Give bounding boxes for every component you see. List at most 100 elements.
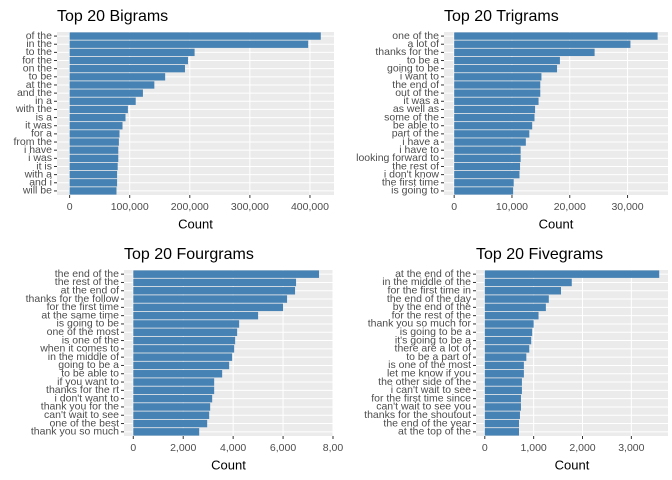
x-tick-label: 400,000	[291, 201, 329, 213]
bar	[69, 81, 155, 89]
y-tick-label: thank you so much	[31, 426, 119, 438]
chart-title: Top 20 Fivegrams	[476, 246, 603, 263]
y-tick-label: at the end of the	[395, 268, 471, 280]
y-tick-label: for the rest of the	[392, 309, 472, 321]
y-tick-label: it was	[25, 120, 52, 132]
y-tick-label: i was	[28, 152, 52, 164]
y-tick-label: a lot of	[407, 38, 439, 50]
bar	[69, 56, 188, 65]
bar	[454, 154, 521, 162]
y-tick-label: to be a	[407, 54, 439, 66]
y-tick-label: by the end of the	[393, 301, 471, 313]
y-tick-label: i can't wait to see	[391, 384, 471, 396]
bar	[454, 170, 520, 179]
bar	[454, 65, 558, 73]
y-tick-label: if you want to	[57, 376, 119, 388]
y-tick-label: is going to	[391, 185, 439, 197]
bar	[133, 336, 236, 345]
bar	[133, 320, 240, 328]
y-tick-label: is going to be	[57, 318, 120, 330]
y-tick-label: for the first time in	[388, 285, 472, 297]
x-tick-label: 2,000	[569, 442, 595, 454]
x-tick-label: 20,000	[554, 201, 586, 213]
bar	[484, 386, 522, 395]
bar	[484, 336, 532, 345]
panel-background	[57, 32, 334, 195]
x-tick-label: 300,000	[231, 201, 269, 213]
y-tick-label: is one of the	[62, 334, 119, 346]
bar	[133, 370, 223, 378]
bar	[69, 113, 126, 122]
bar	[69, 65, 185, 73]
y-tick-label: on the	[23, 62, 52, 74]
y-tick-label: the end of the day	[387, 293, 472, 305]
bar	[133, 419, 208, 428]
y-tick-label: thank you so much for	[368, 318, 472, 330]
bar	[484, 328, 533, 336]
bar	[454, 138, 526, 146]
x-tick-label: 0	[482, 442, 488, 454]
y-tick-label: going to be a	[58, 359, 119, 371]
bar	[484, 303, 546, 312]
y-tick-label: to be a part of	[406, 351, 471, 363]
bar	[69, 130, 120, 138]
bar	[454, 48, 595, 57]
y-tick-label: i have	[24, 144, 52, 156]
bar	[69, 105, 128, 114]
bar	[454, 89, 541, 97]
bar	[484, 311, 539, 320]
x-tick-label: 2,000	[170, 442, 196, 454]
x-axis-title: Count	[539, 216, 574, 231]
bar	[133, 303, 284, 312]
panel-background	[444, 32, 668, 195]
panel-background	[476, 270, 668, 436]
y-tick-label: one of the best	[50, 417, 120, 429]
y-tick-label: the rest of the	[55, 276, 119, 288]
bar	[454, 56, 560, 65]
bar	[69, 146, 119, 154]
bar	[133, 394, 213, 403]
x-tick-label: 0	[67, 201, 73, 213]
y-tick-label: the rest of	[392, 160, 439, 172]
y-tick-label: one of the	[392, 30, 439, 42]
y-tick-label: i don't know	[384, 168, 440, 180]
bar	[454, 113, 535, 122]
chart-title: Top 20 Bigrams	[57, 8, 168, 25]
y-tick-label: some of the	[384, 111, 439, 123]
bar	[454, 73, 542, 81]
y-tick-label: the end of the	[55, 268, 119, 280]
y-tick-label: from the	[13, 136, 52, 148]
bar	[133, 278, 297, 287]
x-tick-label: 200,000	[171, 201, 209, 213]
bar	[454, 105, 536, 114]
y-tick-label: be able to	[393, 120, 439, 132]
y-tick-label: in the middle of the	[382, 276, 471, 288]
y-tick-label: is one of the most	[388, 359, 471, 371]
y-tick-label: when it comes to	[39, 343, 119, 355]
y-tick-label: the end of	[392, 79, 439, 91]
bar	[133, 328, 238, 336]
bar	[133, 378, 215, 386]
y-tick-label: it's going to be a	[395, 334, 471, 346]
bar	[133, 411, 210, 419]
bar	[484, 353, 527, 361]
y-tick-label: at the same time	[41, 309, 119, 321]
x-axis-title: Count	[211, 457, 246, 472]
bar	[484, 361, 524, 370]
y-tick-label: in the middle of	[48, 351, 119, 363]
y-tick-label: in a	[35, 95, 52, 107]
y-tick-label: for the first time since	[371, 392, 471, 404]
bar	[484, 411, 520, 419]
y-tick-label: looking forward to	[356, 152, 439, 164]
y-tick-label: out of the	[395, 87, 439, 99]
bar	[484, 428, 519, 436]
y-tick-label: at the top of the	[398, 426, 471, 438]
y-tick-label: to the	[26, 46, 52, 58]
y-tick-label: the first time	[382, 177, 439, 189]
x-tick-label: 3,000	[618, 442, 644, 454]
y-tick-label: thanks for the follow	[26, 293, 120, 305]
y-tick-label: one of the most	[47, 326, 119, 338]
x-axis-title: Count	[178, 216, 213, 231]
bar	[484, 345, 530, 353]
y-tick-label: to be able to	[61, 368, 119, 380]
